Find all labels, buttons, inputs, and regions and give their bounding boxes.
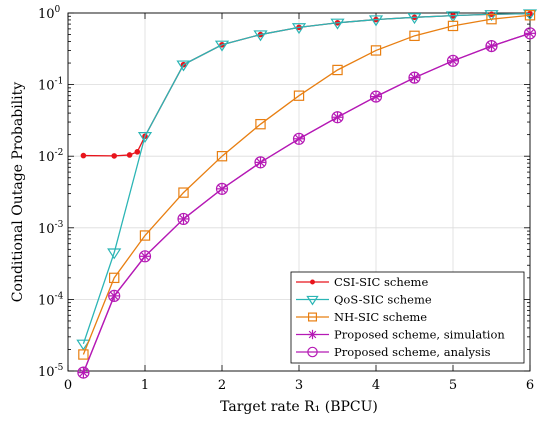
y-tick-label: 10-4 bbox=[38, 291, 64, 308]
data-point bbox=[447, 20, 459, 32]
data-point bbox=[486, 13, 497, 25]
data-point bbox=[255, 118, 266, 130]
x-tick-label: 5 bbox=[449, 378, 457, 393]
data-point bbox=[108, 272, 120, 284]
data-point bbox=[216, 151, 228, 162]
data-point bbox=[78, 349, 89, 360]
data-point bbox=[108, 289, 121, 302]
data-point bbox=[111, 153, 118, 159]
series-line bbox=[82, 32, 531, 373]
data-point bbox=[446, 54, 460, 67]
x-tick-label: 6 bbox=[526, 378, 534, 393]
y-tick-label: 10-2 bbox=[38, 148, 63, 165]
data-point bbox=[292, 132, 306, 145]
series-line bbox=[82, 14, 531, 355]
series-nh-sic-scheme bbox=[78, 10, 536, 360]
data-point bbox=[76, 339, 91, 351]
data-point bbox=[254, 156, 267, 169]
legend-marker bbox=[306, 295, 319, 306]
data-point bbox=[369, 90, 383, 103]
legend-item: NH-SIC scheme bbox=[296, 310, 427, 324]
x-tick-label: 3 bbox=[295, 378, 303, 393]
data-point bbox=[291, 23, 307, 35]
data-point bbox=[134, 149, 141, 155]
data-point bbox=[409, 30, 420, 42]
legend-marker bbox=[310, 279, 315, 285]
data-point bbox=[107, 248, 122, 260]
legend: CSI-SIC scheme QoS-SIC scheme NH-SIC schem… bbox=[290, 271, 525, 364]
data-point bbox=[408, 71, 421, 84]
data-point bbox=[80, 152, 87, 159]
y-tick-label: 100 bbox=[38, 5, 61, 22]
data-point bbox=[77, 366, 90, 379]
data-point bbox=[293, 90, 305, 101]
data-point bbox=[524, 10, 536, 21]
data-point bbox=[368, 15, 384, 27]
x-tick-label: 2 bbox=[218, 378, 226, 393]
x-tick-label: 4 bbox=[372, 378, 380, 393]
legend-item: QoS-SIC scheme bbox=[296, 293, 432, 307]
axes-frame bbox=[67, 12, 531, 372]
data-point bbox=[137, 132, 153, 144]
data-point bbox=[214, 40, 230, 52]
series-line bbox=[82, 12, 531, 344]
legend-marker bbox=[307, 346, 318, 358]
legend-marker bbox=[307, 312, 318, 322]
data-point bbox=[407, 13, 422, 25]
legend-box bbox=[290, 271, 525, 364]
data-point bbox=[177, 212, 190, 226]
series-qos-sic-scheme bbox=[76, 9, 538, 351]
x-axis-label: Target rate R₁ (BPCU) bbox=[220, 399, 378, 415]
data-point bbox=[523, 27, 537, 40]
y-axis-label: Conditional Outage Probability bbox=[10, 82, 26, 302]
y-tick-label: 10-3 bbox=[38, 220, 64, 237]
data-point bbox=[176, 60, 191, 72]
data-point bbox=[522, 9, 538, 21]
data-point bbox=[485, 39, 498, 53]
data-point bbox=[445, 11, 461, 23]
data-point bbox=[126, 152, 133, 158]
legend-label: QoS-SIC scheme bbox=[334, 293, 432, 307]
x-tick-label: 1 bbox=[141, 378, 149, 393]
legend-label: CSI-SIC scheme bbox=[334, 275, 428, 289]
data-point bbox=[138, 250, 152, 263]
data-point bbox=[77, 367, 89, 379]
data-point bbox=[484, 10, 499, 22]
data-point bbox=[370, 45, 382, 56]
data-point bbox=[330, 18, 345, 30]
x-tick-label: 0 bbox=[64, 378, 72, 393]
data-point bbox=[139, 230, 151, 241]
legend-item: Proposed scheme, analysis bbox=[296, 345, 491, 359]
series-proposed-scheme-analysis bbox=[77, 27, 537, 379]
legend-label: NH-SIC scheme bbox=[334, 310, 427, 324]
legend-marker bbox=[307, 329, 318, 340]
data-point bbox=[253, 30, 268, 42]
legend-label: Proposed scheme, simulation bbox=[334, 328, 505, 342]
y-tick-label: 10-5 bbox=[38, 363, 64, 380]
legend-item: CSI-SIC scheme bbox=[296, 275, 428, 289]
data-point bbox=[215, 182, 229, 195]
data-point bbox=[332, 64, 343, 76]
data-point bbox=[178, 187, 189, 198]
data-point bbox=[331, 111, 344, 124]
legend-label: Proposed scheme, analysis bbox=[334, 345, 491, 359]
legend-item: Proposed scheme, simulation bbox=[296, 328, 505, 342]
y-tick-label: 10-1 bbox=[38, 77, 63, 94]
